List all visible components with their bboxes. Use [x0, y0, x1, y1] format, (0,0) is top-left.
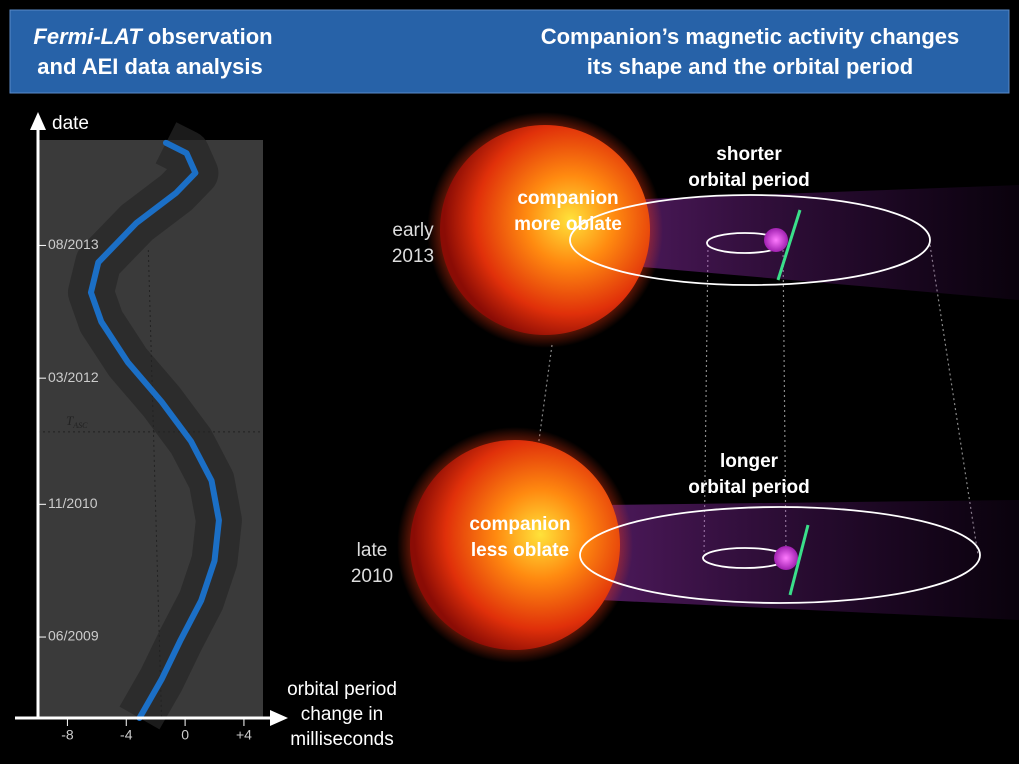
x-tick-label: -8	[61, 727, 74, 743]
illus-label: orbital period	[688, 170, 809, 191]
y-tick-label: 06/2009	[48, 628, 99, 644]
illus-label: less oblate	[471, 540, 569, 561]
illus-label: orbital period	[688, 477, 809, 498]
illus-label: longer	[720, 451, 779, 472]
y-axis-label: date	[52, 113, 89, 134]
illustration	[397, 112, 1019, 663]
header-bar	[9, 9, 1010, 94]
x-arrow	[270, 710, 288, 726]
x-axis-label: milliseconds	[290, 729, 393, 750]
data-line	[87, 139, 222, 721]
chart: TASC 06/2009 11/2010 03/2012 08/2013 -8 -4 0 +4 d…	[15, 112, 397, 750]
illus-label: companion	[517, 188, 618, 209]
annotation-sub: ASC	[72, 421, 88, 430]
header-left-2: and AEI data analysis	[37, 54, 262, 79]
illus-label: companion	[469, 514, 570, 535]
header-italic: Fermi-LAT	[33, 24, 143, 49]
annotation-main: T	[66, 413, 74, 428]
x-tick-label: 0	[181, 727, 189, 743]
header-right-1: Companion’s magnetic activity changes	[541, 24, 960, 49]
mean-line	[147, 249, 163, 719]
y-arrow	[30, 112, 46, 130]
y-tick-label: 11/2010	[48, 495, 98, 511]
header-left: Fermi-LAT observation	[33, 24, 272, 49]
era-label: 2010	[351, 566, 393, 587]
illus-label: more oblate	[514, 214, 622, 235]
x-axis-label: change in	[301, 704, 383, 725]
x-tick-label: -4	[120, 727, 133, 743]
y-tick-label: 08/2013	[48, 236, 99, 252]
x-tick-label: +4	[236, 727, 252, 743]
x-axis-label: orbital period	[287, 679, 397, 700]
header-right-2: its shape and the orbital period	[587, 54, 913, 79]
era-label: late	[357, 540, 388, 561]
era-label: early	[392, 220, 434, 241]
header-rest: observation	[142, 24, 273, 49]
era-label: 2013	[392, 246, 434, 267]
annotation: TASC	[66, 413, 88, 430]
y-tick-label: 03/2012	[48, 369, 99, 385]
illus-label: shorter	[716, 144, 782, 165]
